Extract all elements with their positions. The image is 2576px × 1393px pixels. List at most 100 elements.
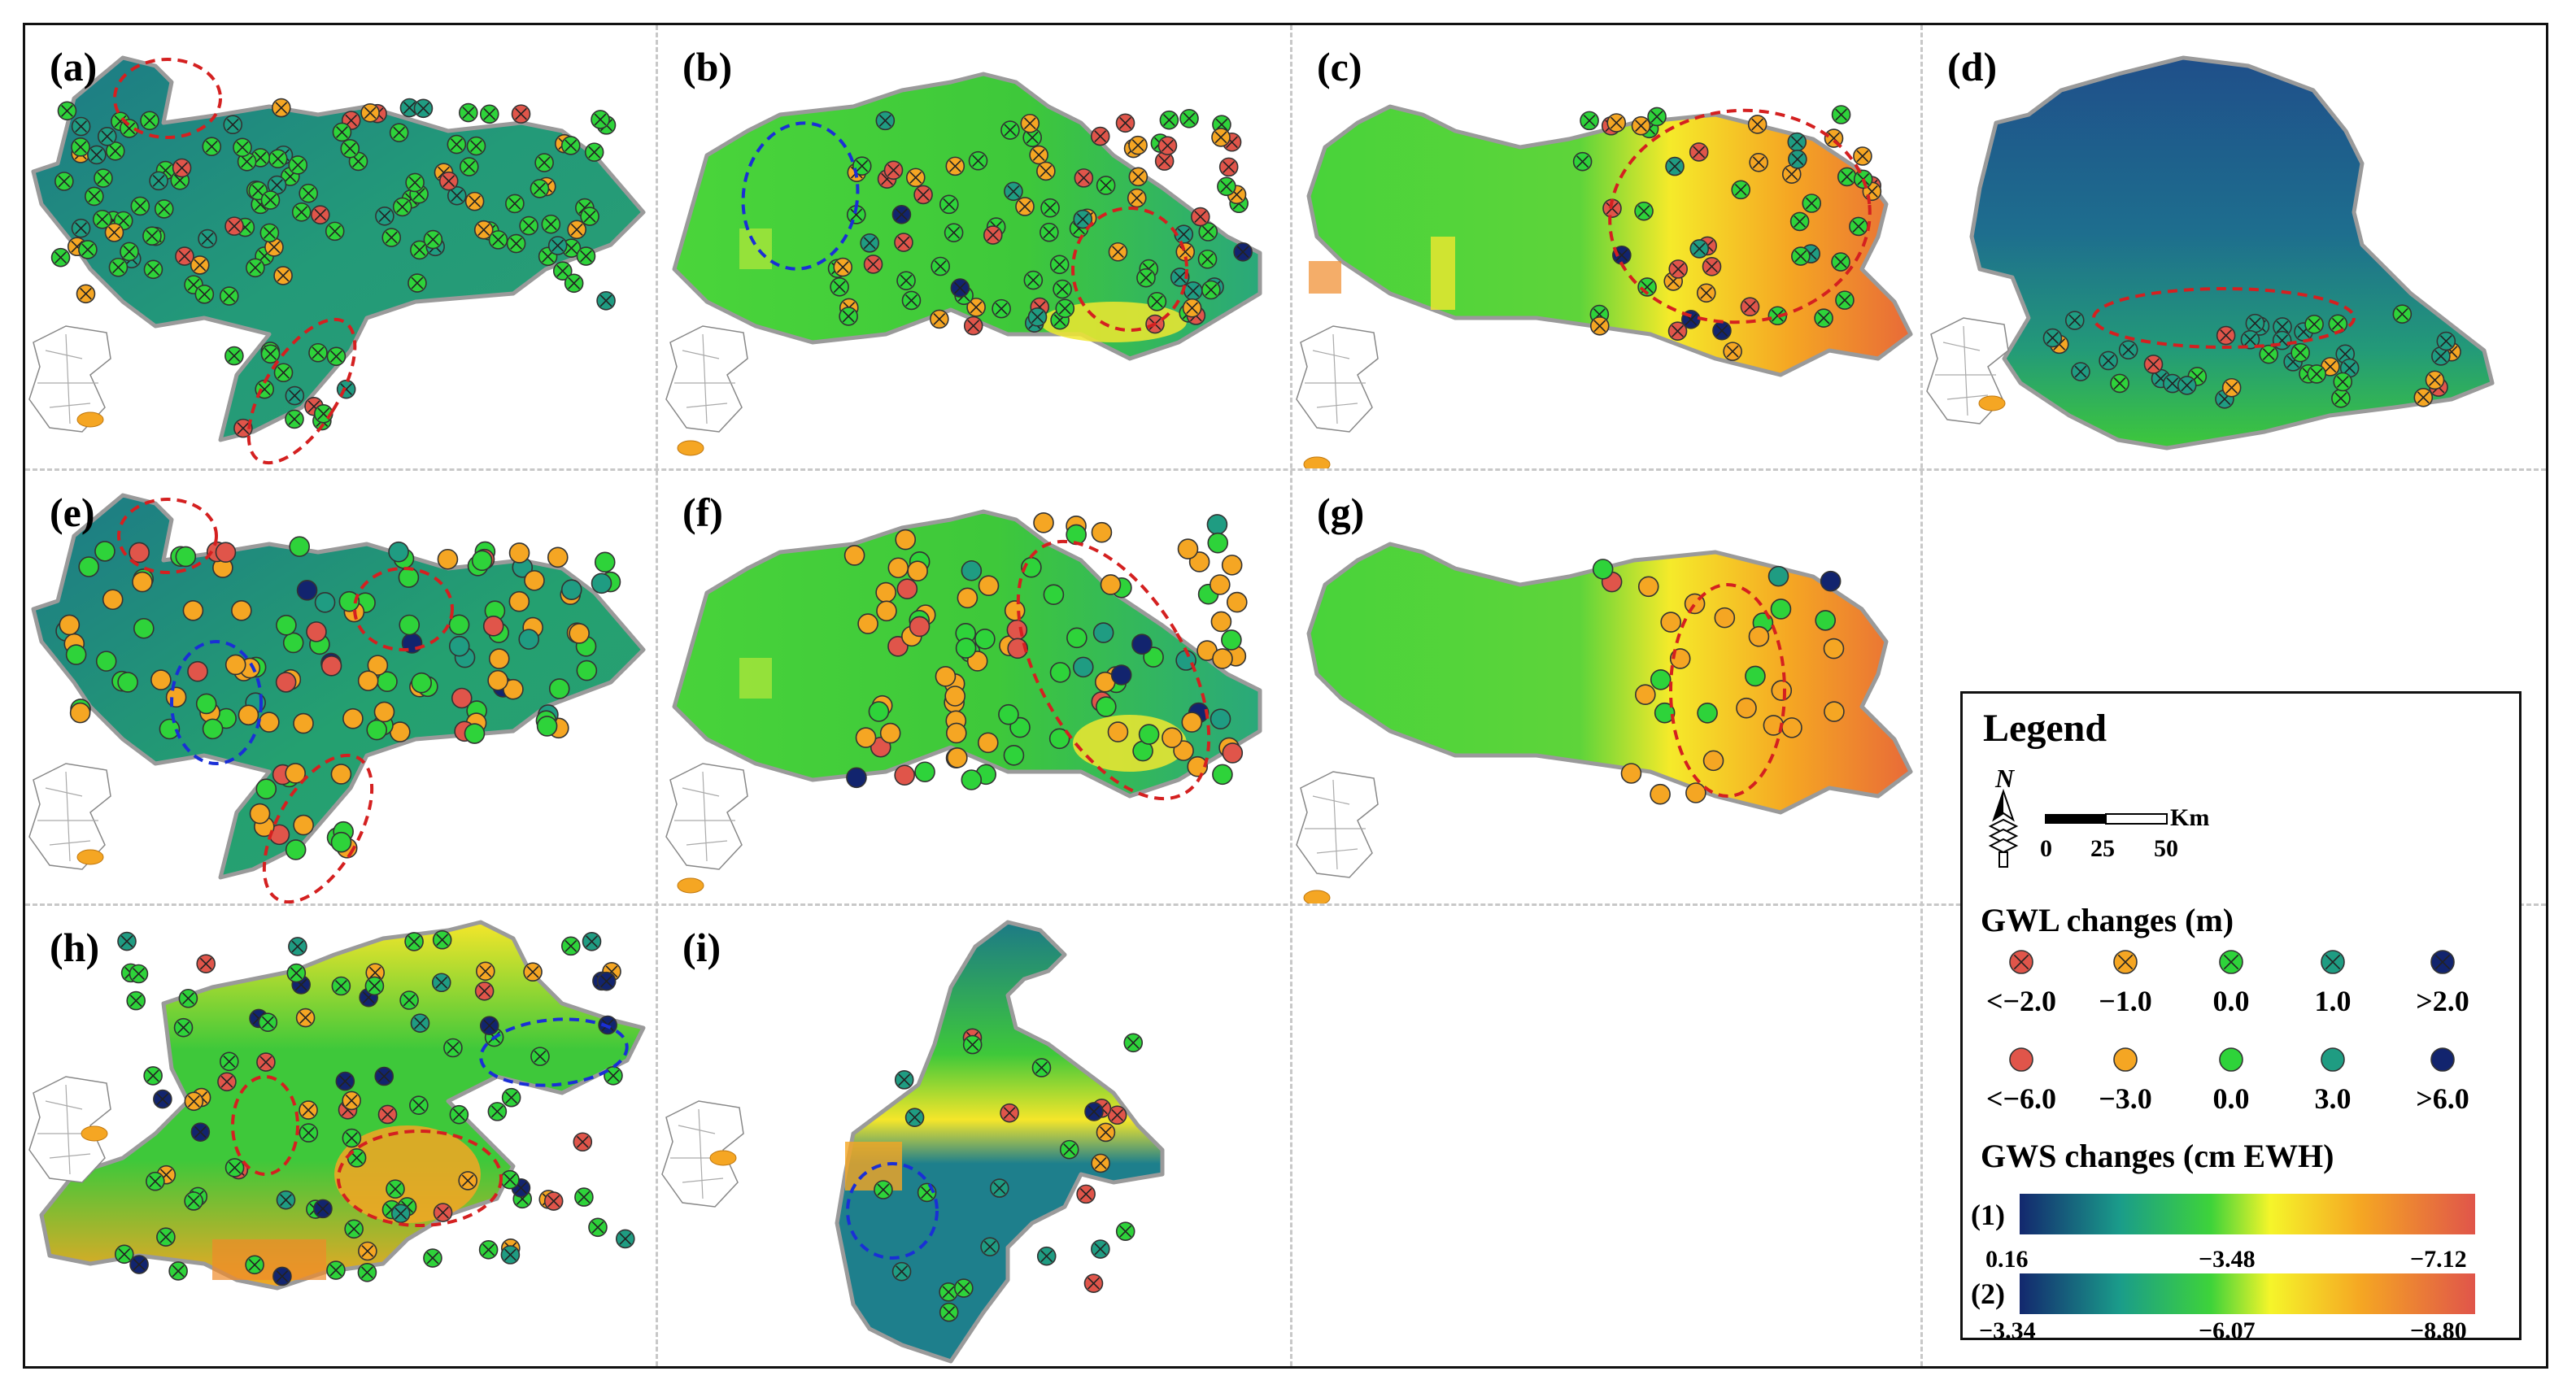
gwl-station-marker [552, 261, 573, 281]
gwl-class-symbols: <−2.0 −1.0 0.0 1.0 >2.0 <−6.0 −3.0 0.0 3.0 >6.0 [1986, 950, 2469, 1115]
gwl-station-marker [1049, 255, 1070, 275]
gwl-station-marker [2219, 1047, 2243, 1072]
gwl-station-marker [1100, 574, 1122, 595]
gwl-station-marker [591, 110, 610, 129]
gwl-station-marker [839, 307, 858, 326]
gwl-station-marker [411, 672, 432, 694]
gwl-station-marker [285, 409, 304, 429]
gwl-station-marker [471, 550, 493, 572]
gwl-station-marker [501, 1087, 521, 1108]
gwl-station-marker [1745, 665, 1766, 687]
gwl-station-marker [879, 722, 901, 744]
gwl-station-marker [272, 1266, 292, 1286]
location-inset-map [1296, 771, 1379, 903]
gwl-station-marker [541, 214, 561, 234]
location-inset-map [665, 763, 748, 894]
ramp2-label: (2) [1971, 1278, 2005, 1310]
gwl-station-marker [448, 635, 470, 657]
gwl-station-marker [901, 290, 922, 311]
gwl-station-marker [364, 976, 385, 996]
gwl-station-marker [894, 233, 913, 252]
gwl-station-marker [998, 703, 1019, 725]
gwl-station-marker [459, 157, 479, 176]
gwl-station-marker [85, 186, 104, 207]
gwl-station-marker [857, 613, 878, 634]
gwl-station-marker [914, 761, 935, 783]
gwl-class-label: >6.0 [2416, 1082, 2469, 1115]
location-inset-map [1926, 317, 2009, 424]
north-label: N [1994, 764, 2016, 793]
gwl-station-marker [588, 1217, 608, 1238]
gwl-station-marker [904, 1108, 925, 1127]
gwl-station-marker [1650, 668, 1672, 690]
map-canvas [28, 920, 646, 1291]
highlight-ellipse [741, 121, 860, 271]
gwl-station-marker [1802, 194, 1822, 213]
gwl-station-marker [1654, 702, 1676, 724]
gwl-station-marker [285, 385, 305, 406]
gwl-station-marker [173, 1017, 194, 1038]
gwl-station-marker [119, 119, 139, 138]
gwl-station-marker [1620, 763, 1642, 784]
gwl-station-marker [1157, 136, 1178, 155]
gwl-station-marker [224, 654, 246, 676]
gwl-station-marker [963, 316, 983, 336]
separator-h1 [25, 468, 2546, 471]
highlight-ellipse [246, 317, 357, 465]
gwl-station-marker [894, 1070, 914, 1090]
scale-bar: Km 0 25 50 [2040, 808, 2209, 862]
gwl-station-marker [1147, 292, 1167, 311]
gwl-station-marker [256, 1052, 276, 1072]
gwl-station-marker [282, 632, 304, 654]
gwl-station-marker [1210, 574, 1231, 595]
gwl-station-marker [1000, 1103, 1019, 1123]
gwl-station-marker [1096, 696, 1117, 717]
gwl-station-marker [1789, 211, 1810, 232]
gwl-station-marker [506, 233, 526, 254]
gwl-station-marker [596, 291, 616, 311]
gwl-station-marker [548, 678, 570, 699]
gwl-station-marker [1740, 297, 1760, 317]
gwl-station-marker [1023, 270, 1044, 290]
gwl-station-marker [150, 669, 172, 690]
gwl-station-marker [891, 204, 912, 224]
gwl-station-marker [479, 1016, 499, 1035]
gwl-station-marker [1787, 132, 1807, 152]
highlight-ellipse [353, 567, 454, 651]
gwl-station-marker [249, 803, 271, 825]
gwl-station-marker [487, 1102, 508, 1121]
gwl-station-marker [104, 223, 124, 242]
gwl-station-marker [1182, 298, 1202, 318]
map-canvas [28, 493, 646, 903]
gwl-station-marker [1092, 622, 1114, 643]
gwl-station-marker [909, 616, 931, 638]
gwl-station-marker [433, 1203, 453, 1222]
gwl-station-marker [1592, 559, 1614, 580]
gwl-station-marker [2328, 314, 2348, 334]
panel-label: (g) [1317, 490, 1365, 535]
gwl-station-marker [438, 171, 459, 191]
gwl-station-marker [338, 590, 360, 612]
gwl-station-marker [273, 266, 293, 285]
gwl-station-marker [1048, 728, 1070, 750]
gwl-station-marker [2143, 355, 2164, 374]
gwl-station-marker [335, 1071, 355, 1091]
gwl-station-marker [264, 237, 284, 257]
panel-g: (g) [1292, 471, 1920, 903]
gwl-station-marker [488, 230, 508, 250]
gwl-station-marker [905, 168, 926, 188]
gwl-station-marker [223, 115, 243, 135]
gwl-station-marker [1212, 648, 1233, 669]
gwl-station-marker [154, 199, 174, 219]
highlight-ellipse [1669, 583, 1786, 798]
gwl-station-marker [448, 614, 470, 636]
gwl-station-marker [238, 704, 259, 726]
gwl-station-marker [1572, 151, 1593, 172]
gwl-station-marker [1712, 320, 1732, 341]
gwl-station-marker [2099, 350, 2118, 371]
gwl-station-marker [314, 592, 336, 613]
gwl-station-marker [887, 557, 909, 579]
gwl-station-marker [894, 764, 915, 786]
gwl-class-label: 0.0 [2213, 985, 2250, 1017]
gwl-station-marker [1831, 252, 1850, 272]
